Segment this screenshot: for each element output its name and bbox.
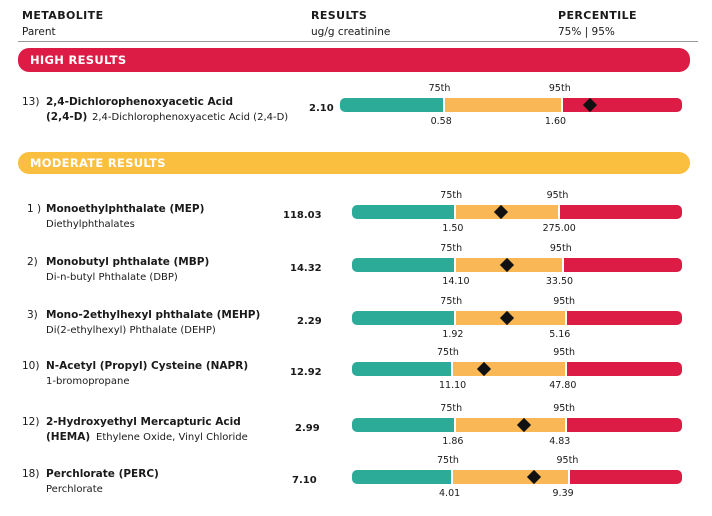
high-range-segment xyxy=(567,362,682,376)
low-range-segment xyxy=(352,418,454,432)
p95-threshold-value: 1.60 xyxy=(544,116,567,127)
parent-subheader: Parent xyxy=(22,26,56,38)
metabolite-name: Monoethylphthalate (MEP) xyxy=(46,203,205,215)
row-index: 12) xyxy=(22,416,40,428)
p95-threshold-value: 4.83 xyxy=(549,436,571,447)
result-value: 2.99 xyxy=(295,423,320,434)
percentile-bar xyxy=(352,361,682,377)
percentile-bar xyxy=(352,310,682,326)
p75-tick-label: 75th xyxy=(440,243,463,254)
result-row: 18) Perchlorate (PERC) Perchlorate 7.10 75th… xyxy=(0,455,712,516)
p95-threshold-value: 5.16 xyxy=(549,329,571,340)
metabolite-name: Monobutyl phthalate (MBP) xyxy=(46,256,210,268)
row-index: 10) xyxy=(22,360,40,372)
low-range-segment xyxy=(352,362,451,376)
result-row: 10) N-Acetyl (Propyl) Cysteine (NAPR) 1-br… xyxy=(0,347,712,408)
p75-tick-label: 75th xyxy=(440,403,463,414)
p75-tick-label: 75th xyxy=(437,347,459,358)
p95-tick-label: 95th xyxy=(553,296,576,307)
p95-tick-label: 95th xyxy=(556,455,579,466)
high-range-segment xyxy=(570,470,682,484)
p95-tick-label: 95th xyxy=(549,243,572,254)
p75-threshold-value: 0.58 xyxy=(430,116,452,127)
p75-threshold-value: 14.10 xyxy=(442,276,470,287)
low-range-segment xyxy=(352,470,451,484)
header-divider xyxy=(18,41,698,42)
percentile-header: PERCENTILE xyxy=(558,9,637,22)
p75-threshold-value: 1.92 xyxy=(442,329,464,340)
row-index: 2) xyxy=(27,256,38,268)
p75-threshold-value: 1.50 xyxy=(442,223,464,234)
percentile-bar xyxy=(352,257,682,273)
p95-tick-label: 95th xyxy=(546,190,569,201)
p95-threshold-value: 9.39 xyxy=(552,488,574,499)
metabolite-name: Perchlorate (PERC) xyxy=(46,468,159,480)
metabolite-name: N-Acetyl (Propyl) Cysteine (NAPR) xyxy=(46,360,249,372)
moderate-results-banner: MODERATE RESULTS xyxy=(18,152,690,174)
high-range-segment xyxy=(560,205,682,219)
parent-compound: 2,4-Dichlorophenoxyacetic Acid (2,4-D) xyxy=(92,112,289,123)
result-value: 2.29 xyxy=(297,316,322,327)
metabolite-name: 2,4-Dichlorophenoxyacetic Acid xyxy=(46,96,233,108)
metabolite-abbrev: (HEMA) xyxy=(46,431,91,443)
mid-range-segment xyxy=(445,98,561,112)
p95-threshold-value: 33.50 xyxy=(545,276,574,287)
mid-range-segment xyxy=(453,362,565,376)
metabolite-header: METABOLITE xyxy=(22,9,104,22)
result-value: 14.32 xyxy=(290,263,322,274)
p75-tick-label: 75th xyxy=(437,455,459,466)
low-range-segment xyxy=(352,258,454,272)
p95-tick-label: 95th xyxy=(553,347,576,358)
percentile-bar xyxy=(340,97,682,113)
low-range-segment xyxy=(340,98,443,112)
p75-tick-label: 75th xyxy=(440,296,463,307)
high-range-segment xyxy=(567,311,682,325)
percentile-bar xyxy=(352,204,682,220)
high-results-banner: HIGH RESULTS xyxy=(18,48,690,72)
percentile-bar xyxy=(352,417,682,433)
result-value: 7.10 xyxy=(292,475,317,486)
metabolite-abbrev: (2,4-D) xyxy=(46,111,88,123)
row-index: 3) xyxy=(27,309,38,321)
result-value: 12.92 xyxy=(290,367,322,378)
high-range-segment xyxy=(567,418,682,432)
p75-threshold-value: 1.86 xyxy=(442,436,464,447)
row-index: 1 ) xyxy=(27,203,42,215)
result-value: 118.03 xyxy=(283,210,322,221)
high-range-segment xyxy=(563,98,682,112)
parent-compound: Di(2-ethylhexyl) Phthalate (DEHP) xyxy=(46,325,216,336)
p95-threshold-value: 275.00 xyxy=(542,223,576,234)
p75-threshold-value: 11.10 xyxy=(439,380,467,391)
result-value: 2.10 xyxy=(309,103,334,114)
result-row: 3) Mono-2ethylhexyl phthalate (MEHP) Di(2-… xyxy=(0,296,712,357)
result-row: 2) Monobutyl phthalate (MBP) Di-n-butyl Ph… xyxy=(0,243,712,304)
percentile-subheader: 75% | 95% xyxy=(558,26,615,38)
low-range-segment xyxy=(352,311,454,325)
parent-compound: Di-n-butyl Phthalate (DBP) xyxy=(46,272,178,283)
p95-tick-label: 95th xyxy=(553,403,576,414)
percentile-bar xyxy=(352,469,682,485)
row-index: 13) xyxy=(22,96,40,108)
parent-compound: Ethylene Oxide, Vinyl Chloride xyxy=(96,432,248,443)
p95-tick-label: 95th xyxy=(548,83,571,94)
results-header: RESULTS xyxy=(311,9,368,22)
p75-threshold-value: 4.01 xyxy=(439,488,461,499)
parent-compound: Perchlorate xyxy=(46,484,103,495)
p75-tick-label: 75th xyxy=(428,83,451,94)
result-row: 12) 2-Hydroxyethyl Mercapturic Acid (HEMA)… xyxy=(0,403,712,464)
mid-range-segment xyxy=(456,418,565,432)
units-subheader: ug/g creatinine xyxy=(311,26,391,38)
result-row: 13) 2,4-Dichlorophenoxyacetic Acid (2,4-D)… xyxy=(0,83,712,144)
result-row: 1 ) Monoethylphthalate (MEP) Diethylphthal… xyxy=(0,190,712,251)
high-range-segment xyxy=(564,258,682,272)
metabolite-name: 2-Hydroxyethyl Mercapturic Acid xyxy=(46,416,241,428)
metabolite-name: Mono-2ethylhexyl phthalate (MEHP) xyxy=(46,309,261,321)
low-range-segment xyxy=(352,205,454,219)
p95-threshold-value: 47.80 xyxy=(549,380,577,391)
parent-compound: 1-bromopropane xyxy=(46,376,130,387)
mid-range-segment xyxy=(453,470,568,484)
row-index: 18) xyxy=(22,468,40,480)
p75-tick-label: 75th xyxy=(440,190,463,201)
parent-compound: Diethylphthalates xyxy=(46,219,135,230)
